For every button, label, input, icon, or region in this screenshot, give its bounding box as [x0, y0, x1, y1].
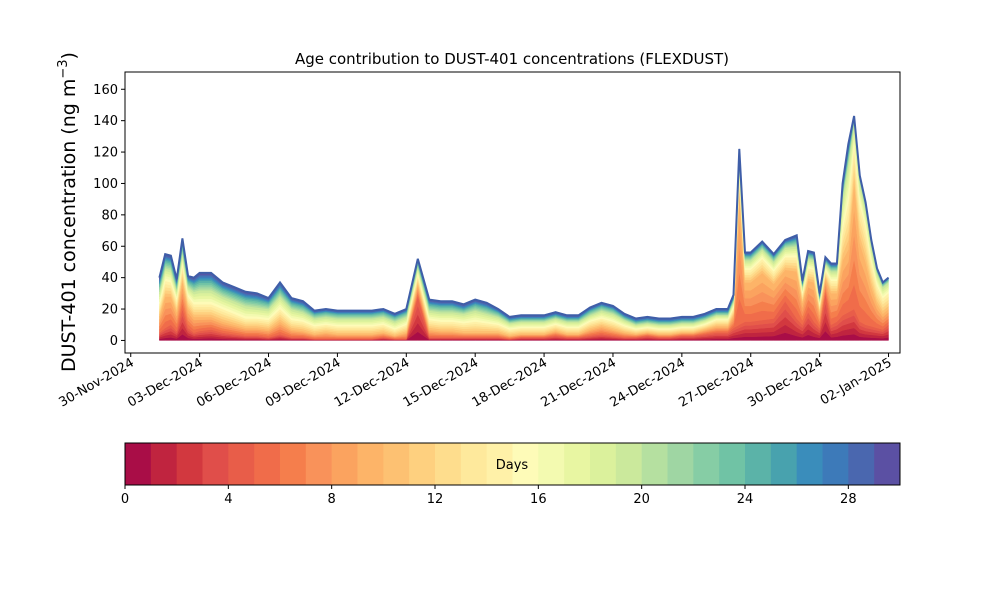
y-tick-label: 60 [101, 240, 118, 255]
y-axis-label-close: ) [58, 52, 80, 59]
colorbar-segment [254, 443, 281, 485]
colorbar-segment [641, 443, 668, 485]
colorbar-segment [796, 443, 823, 485]
colorbar-segment [331, 443, 358, 485]
y-tick-label: 0 [110, 334, 118, 349]
colorbar-segment [305, 443, 333, 485]
colorbar-segment [176, 443, 203, 485]
colorbar-frame [124, 442, 901, 486]
y-axis-label: DUST-401 concentration (ng m−3) [56, 52, 80, 372]
plot-frame [124, 71, 901, 354]
y-tick-label: 80 [101, 208, 118, 223]
colorbar-segment [125, 443, 152, 485]
colorbar-segment [383, 443, 410, 485]
colorbar-segment [667, 443, 694, 485]
colorbar-segment [770, 443, 798, 485]
colorbar-segment [357, 443, 384, 485]
colorbar-label: Days [496, 458, 529, 473]
colorbar-segment [280, 443, 307, 485]
colorbar-ticks: 0 4 8 12 16 20 24 28 [121, 485, 857, 507]
colorbar-tick-label: 4 [224, 492, 232, 507]
chart-title: Age contribution to DUST-401 concentrati… [295, 50, 729, 68]
colorbar-segment [460, 443, 488, 485]
colorbar-segment [538, 443, 565, 485]
colorbar-tick-label: 16 [530, 492, 547, 507]
y-tick-label: 100 [93, 177, 118, 192]
y-tick-label: 160 [93, 83, 118, 98]
colorbar-tick-label: 0 [121, 492, 129, 507]
colorbar-segment [745, 443, 772, 485]
y-tick-label: 120 [93, 146, 118, 161]
colorbar [125, 443, 901, 485]
colorbar-segment [874, 443, 901, 485]
colorbar-segment [693, 443, 720, 485]
colorbar-tick-label: 20 [633, 492, 650, 507]
y-tick-label: 40 [101, 271, 118, 286]
colorbar-segment [564, 443, 591, 485]
colorbar-tick-label: 8 [328, 492, 336, 507]
colorbar-segment [202, 443, 229, 485]
y-axis-label-superscript: −3 [56, 59, 71, 78]
colorbar-segment [512, 443, 539, 485]
colorbar-tick-label: 24 [737, 492, 754, 507]
colorbar-segment [435, 443, 462, 485]
colorbar-segment [150, 443, 178, 485]
y-tick-label: 140 [93, 114, 118, 129]
colorbar-tick-label: 12 [427, 492, 444, 507]
colorbar-segment [486, 443, 513, 485]
y-axis: 0 20 40 60 80 100 120 140 160 [93, 83, 125, 349]
y-axis-label-main: DUST-401 concentration (ng m [58, 79, 80, 372]
colorbar-segment [409, 443, 436, 485]
colorbar-segment [822, 443, 849, 485]
total-outline [158, 115, 890, 320]
colorbar-segment [848, 443, 875, 485]
y-tick-label: 20 [101, 303, 118, 318]
colorbar-segment [590, 443, 617, 485]
colorbar-segment [615, 443, 643, 485]
colorbar-segment [228, 443, 255, 485]
colorbar-segment [719, 443, 746, 485]
colorbar-tick-label: 28 [840, 492, 857, 507]
